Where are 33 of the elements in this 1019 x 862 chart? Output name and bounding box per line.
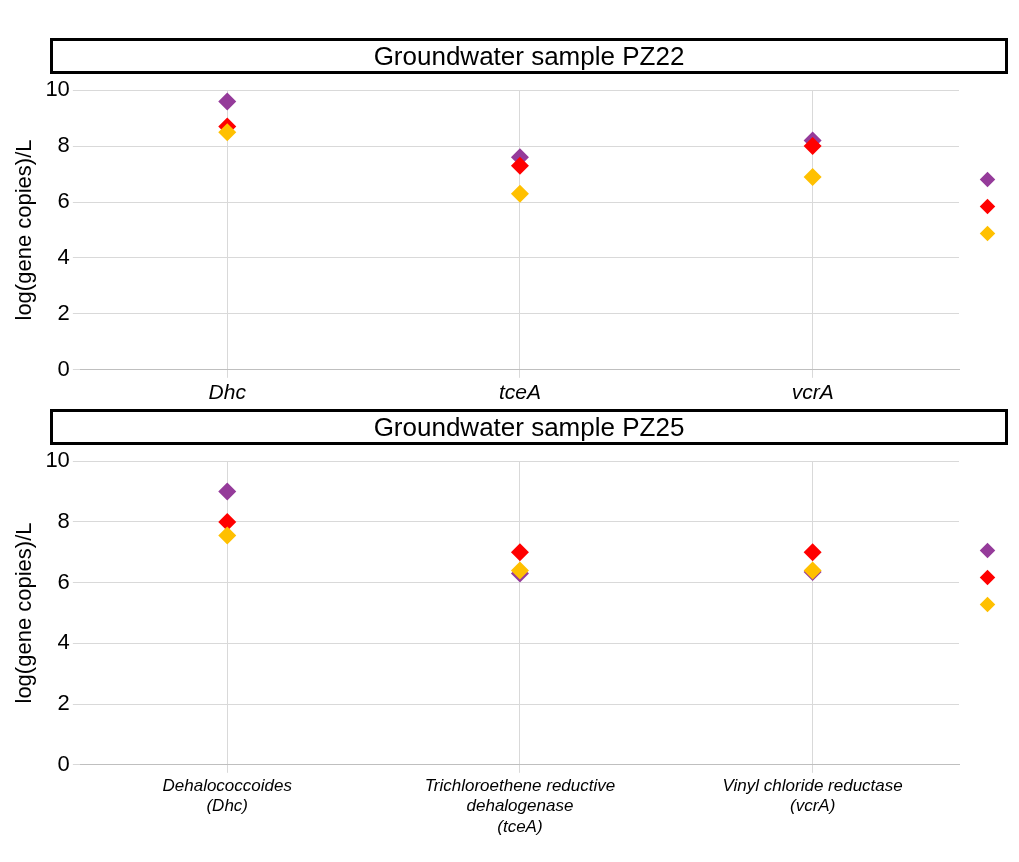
point	[803, 167, 822, 186]
y-tick-label: 8	[57, 132, 70, 158]
y-tick-label: 6	[57, 188, 70, 214]
y-tick-label: 8	[57, 507, 70, 533]
point	[510, 156, 529, 175]
point	[510, 184, 529, 203]
y-tick-label: 4	[57, 629, 70, 655]
x-tick-label: Trichloroethene reductive dehalogenase (tceA)	[424, 775, 616, 836]
x-tick-label: Dhc	[208, 380, 247, 404]
point	[218, 92, 237, 111]
y-tick-label: 4	[57, 244, 70, 270]
x-tick-label: Dehalococcoides (Dhc)	[162, 775, 293, 816]
y-tick-label: 0	[57, 750, 70, 776]
y-tick-label: 0	[57, 355, 70, 381]
chart-title: Groundwater sample PZ25	[50, 409, 1008, 445]
point	[218, 512, 237, 531]
point	[803, 137, 822, 156]
x-tick-label: Vinyl chloride reductase (vcrA)	[722, 775, 903, 816]
y-tick-label: 2	[57, 299, 70, 325]
x-tick-label: tceA	[498, 380, 541, 404]
point	[218, 123, 237, 142]
point	[803, 543, 822, 562]
point	[218, 526, 237, 545]
y-tick-label: 2	[57, 690, 70, 716]
point	[510, 543, 529, 562]
y-tick-label: 10	[45, 447, 70, 473]
y-tick-label: 10	[45, 76, 70, 102]
x-tick-label: vcrA	[791, 380, 834, 404]
y-axis-title: log(gene copies)/L	[11, 522, 37, 704]
chart-title: Groundwater sample PZ22	[50, 38, 1008, 74]
y-tick-label: 6	[57, 568, 70, 594]
y-axis-title: log(gene copies)/L	[11, 139, 37, 321]
point	[218, 482, 237, 501]
